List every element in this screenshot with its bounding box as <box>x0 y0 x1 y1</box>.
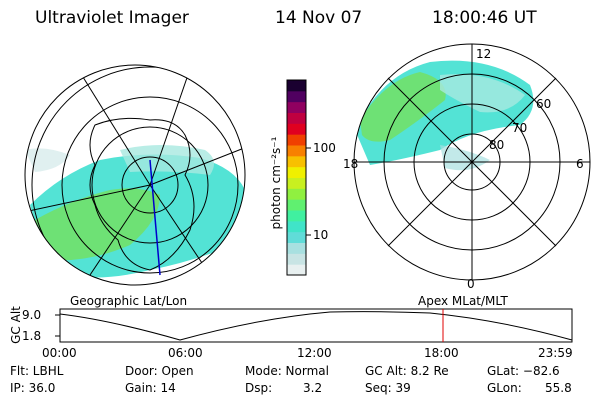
color-bar-label-100: 100 <box>313 141 336 155</box>
info-filter: Flt: LBHL <box>10 364 64 378</box>
info-gc-alt: GC Alt: 8.2 Re <box>365 364 449 378</box>
info-gain: Gain: 14 <box>125 381 176 395</box>
color-bar-label-10: 10 <box>313 228 329 242</box>
info-door: Door: Open <box>125 364 194 378</box>
info-glon-value: 55.8 <box>545 381 572 395</box>
info-dsp-label: Dsp: <box>245 381 273 395</box>
color-bar-segment <box>287 231 306 243</box>
lat-label-70: 70 <box>512 121 528 135</box>
info-dsp-value: 3.2 <box>303 381 323 395</box>
color-bar-segment <box>287 253 306 265</box>
color-bar-segment <box>287 177 306 189</box>
info-ip: IP: 36.0 <box>10 381 56 395</box>
lat-label-60: 60 <box>536 97 552 111</box>
info-glat: GLat: −82.6 <box>487 364 560 378</box>
color-bar-segment <box>287 123 306 135</box>
altitude-ytick-high: 9.0 <box>22 308 42 322</box>
right-map-caption: Apex MLat/MLT <box>418 294 508 308</box>
time-label: 18:00:46 UT <box>432 8 537 28</box>
mlt-label-top: 12 <box>476 47 492 61</box>
geographic-map <box>24 64 246 286</box>
altitude-ytick-low: 1.8 <box>22 329 42 343</box>
mlt-label-right: 6 <box>576 157 584 171</box>
color-bar-frame <box>286 79 307 276</box>
info-glon-label: GLon: <box>487 381 522 395</box>
altitude-plot <box>55 308 573 343</box>
altitude-xtick-0: 00:00 <box>42 346 77 360</box>
color-bar-segment <box>287 90 306 103</box>
color-bar-segment <box>287 264 306 276</box>
color-bar <box>287 80 306 276</box>
info-seq: Seq: 39 <box>365 381 411 395</box>
altitude-xtick-3: 18:00 <box>424 346 459 360</box>
color-bar-unit: photon cm⁻²s⁻¹ <box>269 136 283 230</box>
color-bar-segment <box>287 112 306 124</box>
color-bar-segment <box>287 155 306 168</box>
color-bar-segment <box>287 199 306 211</box>
color-bar-segment <box>287 188 306 200</box>
mlt-label-left: 18 <box>343 157 359 171</box>
altitude-xtick-4: 23:59 <box>538 346 573 360</box>
color-bar-segment <box>287 134 306 146</box>
color-bar-segment <box>287 80 306 92</box>
color-bar-segment <box>287 210 306 222</box>
left-map-caption: Geographic Lat/Lon <box>70 294 188 308</box>
altitude-ylabel: GC Alt <box>9 306 23 344</box>
altitude-xtick-2: 12:00 <box>297 346 332 360</box>
color-bar-segment <box>287 145 306 157</box>
color-bar-segment <box>287 220 306 233</box>
color-bar-segment <box>287 166 306 178</box>
lat-label-80: 80 <box>489 138 505 152</box>
mlt-label-bottom: 0 <box>467 277 475 291</box>
instrument-title: Ultraviolet Imager <box>35 8 189 28</box>
date-label: 14 Nov 07 <box>275 8 363 28</box>
altitude-xtick-1: 06:00 <box>168 346 203 360</box>
color-bar-segment <box>287 242 306 254</box>
magnetic-map <box>353 43 591 281</box>
color-bar-segment <box>287 101 306 113</box>
info-mode: Mode: Normal <box>245 364 329 378</box>
